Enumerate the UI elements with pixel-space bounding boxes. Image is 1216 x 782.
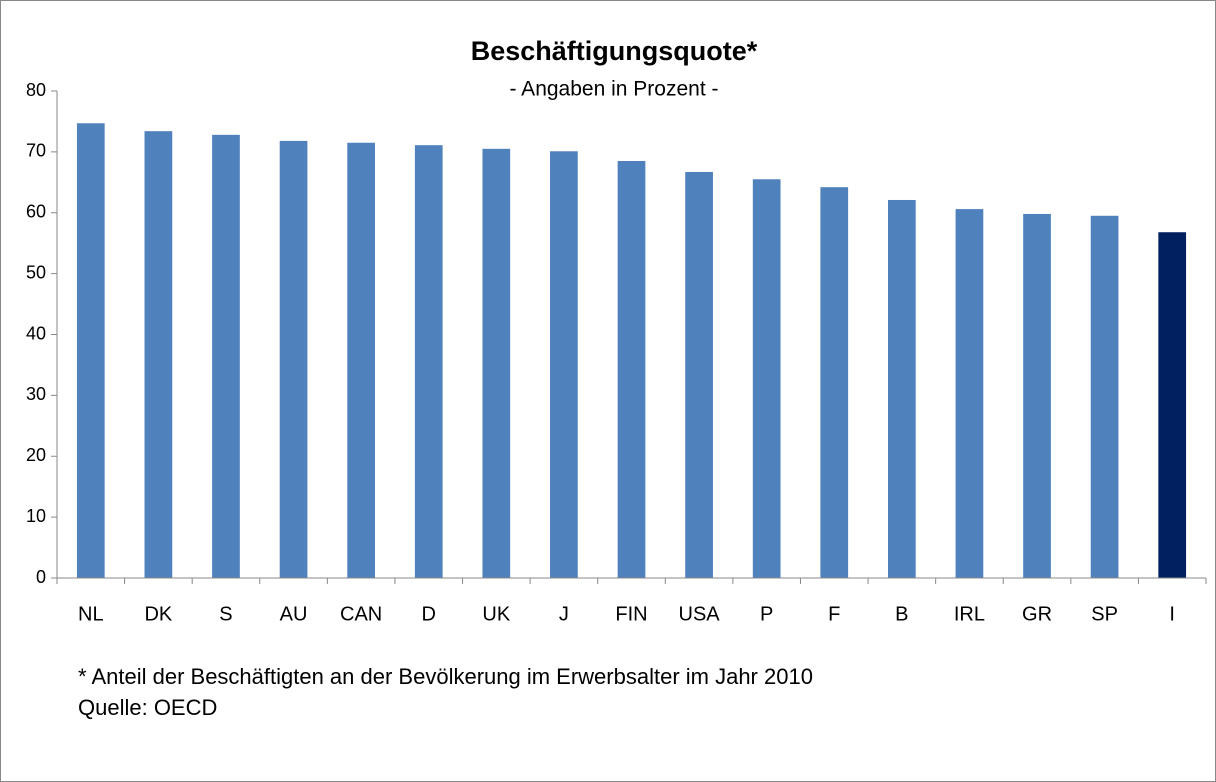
x-tick-label: F	[828, 603, 840, 625]
y-tick-label: 0	[36, 567, 46, 587]
x-tick-label: IRL	[954, 603, 985, 625]
bar	[347, 142, 376, 578]
bar	[212, 134, 240, 578]
y-tick-label: 80	[26, 80, 46, 100]
chart-title: Beschäftigungsquote*	[471, 36, 758, 66]
y-tick-label: 20	[26, 445, 46, 465]
bar	[752, 179, 781, 579]
x-tick-label: S	[219, 603, 232, 625]
bar	[76, 123, 105, 579]
x-tick-label: FIN	[615, 603, 647, 625]
footnote: * Anteil der Beschäftigten an der Bevölk…	[78, 664, 813, 689]
footnote: Quelle: OECD	[78, 695, 217, 720]
x-tick-label: SP	[1091, 603, 1118, 625]
y-tick-label: 50	[26, 262, 46, 282]
x-tick-label: P	[760, 603, 773, 625]
y-tick-label: 30	[26, 384, 46, 404]
chart-subtitle: - Angaben in Prozent -	[510, 78, 719, 101]
y-tick-label: 10	[26, 506, 46, 526]
bar	[955, 209, 984, 578]
y-tick-label: 40	[26, 323, 46, 343]
x-tick-label: USA	[679, 603, 721, 625]
x-tick-label: GR	[1022, 603, 1052, 625]
bar	[1023, 213, 1051, 578]
y-tick-label: 60	[26, 202, 46, 222]
bar	[1158, 232, 1187, 579]
x-tick-label: DK	[144, 603, 172, 625]
x-tick-label: NL	[78, 603, 104, 625]
bar	[144, 131, 173, 579]
bar	[887, 199, 916, 578]
bar	[820, 187, 849, 578]
x-tick-label: I	[1169, 603, 1175, 625]
x-tick-label: CAN	[340, 603, 382, 625]
bar	[550, 151, 578, 579]
x-tick-label: AU	[280, 603, 308, 625]
bar	[279, 140, 308, 579]
x-tick-label: D	[422, 603, 436, 625]
bar	[414, 145, 443, 578]
x-tick-label: J	[559, 603, 569, 625]
x-tick-label: UK	[482, 603, 510, 625]
y-tick-label: 70	[26, 141, 46, 161]
bar	[482, 148, 511, 579]
bar	[1090, 215, 1119, 578]
bar	[617, 161, 646, 578]
x-tick-label: B	[895, 603, 908, 625]
bar	[685, 171, 713, 578]
